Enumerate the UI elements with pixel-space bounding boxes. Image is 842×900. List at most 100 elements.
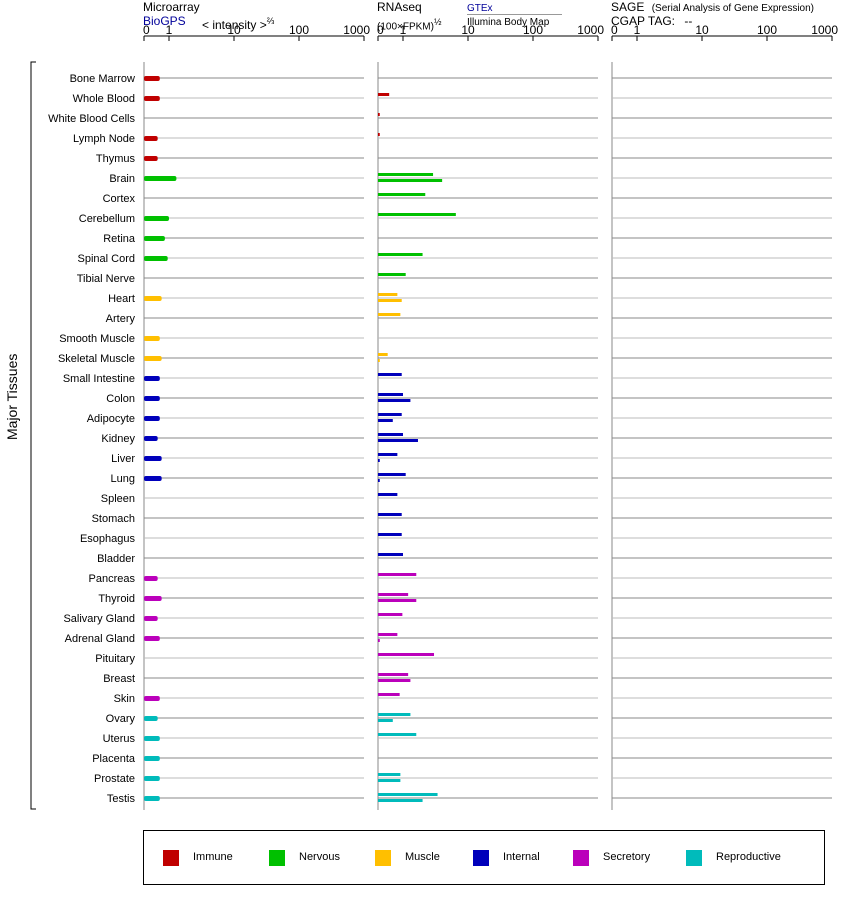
gtex-bar: [378, 533, 402, 536]
cgap-tag-value: --: [684, 14, 693, 28]
gtex-bar: [378, 433, 403, 436]
microarray-bar: [144, 776, 160, 781]
microarray-title: Microarray: [143, 0, 200, 14]
axis-tick-label: 0: [143, 23, 150, 37]
tissue-label: Adipocyte: [87, 413, 135, 425]
illumina-bar: [378, 459, 380, 462]
sage-subtitle: (Serial Analysis of Gene Expression): [651, 3, 814, 14]
legend-swatch-secretory: [573, 850, 589, 866]
gtex-bar: [378, 733, 417, 736]
illumina-bar: [378, 439, 418, 442]
illumina-bar: [378, 599, 417, 602]
tissue-label: Cortex: [103, 193, 136, 205]
tissue-label: Salivary Gland: [63, 613, 135, 625]
legend: Immune Nervous Muscle Internal Secretory…: [143, 830, 825, 885]
tissue-label: Pituitary: [95, 653, 135, 665]
gtex-bar: [378, 173, 434, 176]
illumina-bar: [378, 399, 411, 402]
gtex-bar: [378, 493, 398, 496]
rnaseq-unit: (100×FPKM)½: [377, 16, 441, 33]
microarray-bar: [144, 716, 158, 721]
gtex-bar: [378, 93, 390, 96]
gtex-bar: [378, 593, 409, 596]
gtex-bar: [378, 373, 402, 376]
microarray-bar: [144, 636, 160, 641]
gtex-bar: [378, 673, 409, 676]
microarray-bar: [144, 696, 160, 701]
tissue-label: Thyroid: [98, 593, 135, 605]
microarray-unit: < intensity >⅔: [202, 15, 274, 32]
expression-chart: Bone Marrow Whole Blood White Blood Cells L…: [30, 23, 838, 810]
tissue-label: Kidney: [101, 433, 135, 445]
microarray-bar: [144, 596, 162, 601]
sage-title: SAGE (Serial Analysis of Gene Expression…: [611, 1, 814, 15]
microarray-bar: [144, 736, 160, 741]
microarray-bar: [144, 176, 177, 181]
microarray-bar: [144, 756, 160, 761]
tissue-label: Spinal Cord: [78, 253, 135, 265]
tissue-label: Lymph Node: [73, 133, 135, 145]
axis-tick-label: 0: [377, 23, 384, 37]
gtex-bar: [378, 693, 400, 696]
legend-label-immune: Immune: [193, 851, 233, 863]
tissue-label: Prostate: [94, 773, 135, 785]
gtex-link[interactable]: GTEx: [467, 3, 493, 14]
sage-title-label: SAGE: [611, 0, 645, 14]
microarray-bar: [144, 576, 158, 581]
axis-tick-label: 1000: [343, 23, 370, 37]
legend-swatch-immune: [163, 850, 179, 866]
axis-tick-label: 10: [695, 23, 709, 37]
axis-tick-label: 10: [461, 23, 475, 37]
axis-tick-label: 100: [523, 23, 543, 37]
tissue-label: Liver: [111, 453, 135, 465]
illumina-bar: [378, 799, 423, 802]
gtex-bar: [378, 513, 402, 516]
cgap-tag: CGAP TAG: --: [611, 15, 692, 28]
axis-tick-label: 1: [166, 23, 173, 37]
illumina-bar: [378, 419, 393, 422]
gtex-bar: [378, 453, 398, 456]
tissue-label: Spleen: [101, 493, 135, 505]
legend-swatch-internal: [473, 850, 489, 866]
microarray-bar: [144, 296, 162, 301]
gtex-bar: [378, 633, 398, 636]
tissue-label: Placenta: [92, 753, 136, 765]
tissue-label: Uterus: [103, 733, 136, 745]
tissue-label: Artery: [106, 313, 136, 325]
illumina-bar: [378, 359, 380, 362]
tissue-label: Small Intestine: [63, 373, 135, 385]
microarray-bar: [144, 336, 160, 341]
microarray-bar: [144, 616, 158, 621]
gtex-bar: [378, 133, 380, 136]
gtex-bar: [378, 353, 388, 356]
microarray-bar: [144, 76, 160, 81]
illumina-body-map-label: Illumina Body Map: [467, 17, 550, 28]
gtex-bar: [378, 193, 426, 196]
gtex-bar: [378, 793, 438, 796]
illumina-bar: [378, 179, 443, 182]
microarray-bar: [144, 256, 168, 261]
rnaseq-title: RNAseq: [377, 0, 422, 14]
microarray-bar: [144, 476, 162, 481]
legend-label-reproductive: Reproductive: [716, 851, 781, 863]
gtex-bar: [378, 573, 417, 576]
microarray-unit-exponent: ⅔: [266, 16, 275, 26]
gtex-divider: [467, 14, 562, 15]
axis-tick-label: 1000: [577, 23, 604, 37]
biogps-link[interactable]: BioGPS: [143, 14, 186, 28]
axis-tick-label: 10: [227, 23, 241, 37]
illumina-bar: [378, 299, 402, 302]
microarray-bar: [144, 416, 160, 421]
microarray-bar: [144, 456, 162, 461]
microarray-bar: [144, 436, 158, 441]
tissue-label: Pancreas: [89, 573, 136, 585]
microarray-bar: [144, 356, 162, 361]
microarray-bar: [144, 796, 160, 801]
gtex-bar: [378, 473, 406, 476]
axis-tick-label: 0: [611, 23, 618, 37]
legend-label-nervous: Nervous: [299, 851, 340, 863]
microarray-bar: [144, 396, 160, 401]
microarray-bar: [144, 96, 160, 101]
microarray-bar: [144, 136, 158, 141]
